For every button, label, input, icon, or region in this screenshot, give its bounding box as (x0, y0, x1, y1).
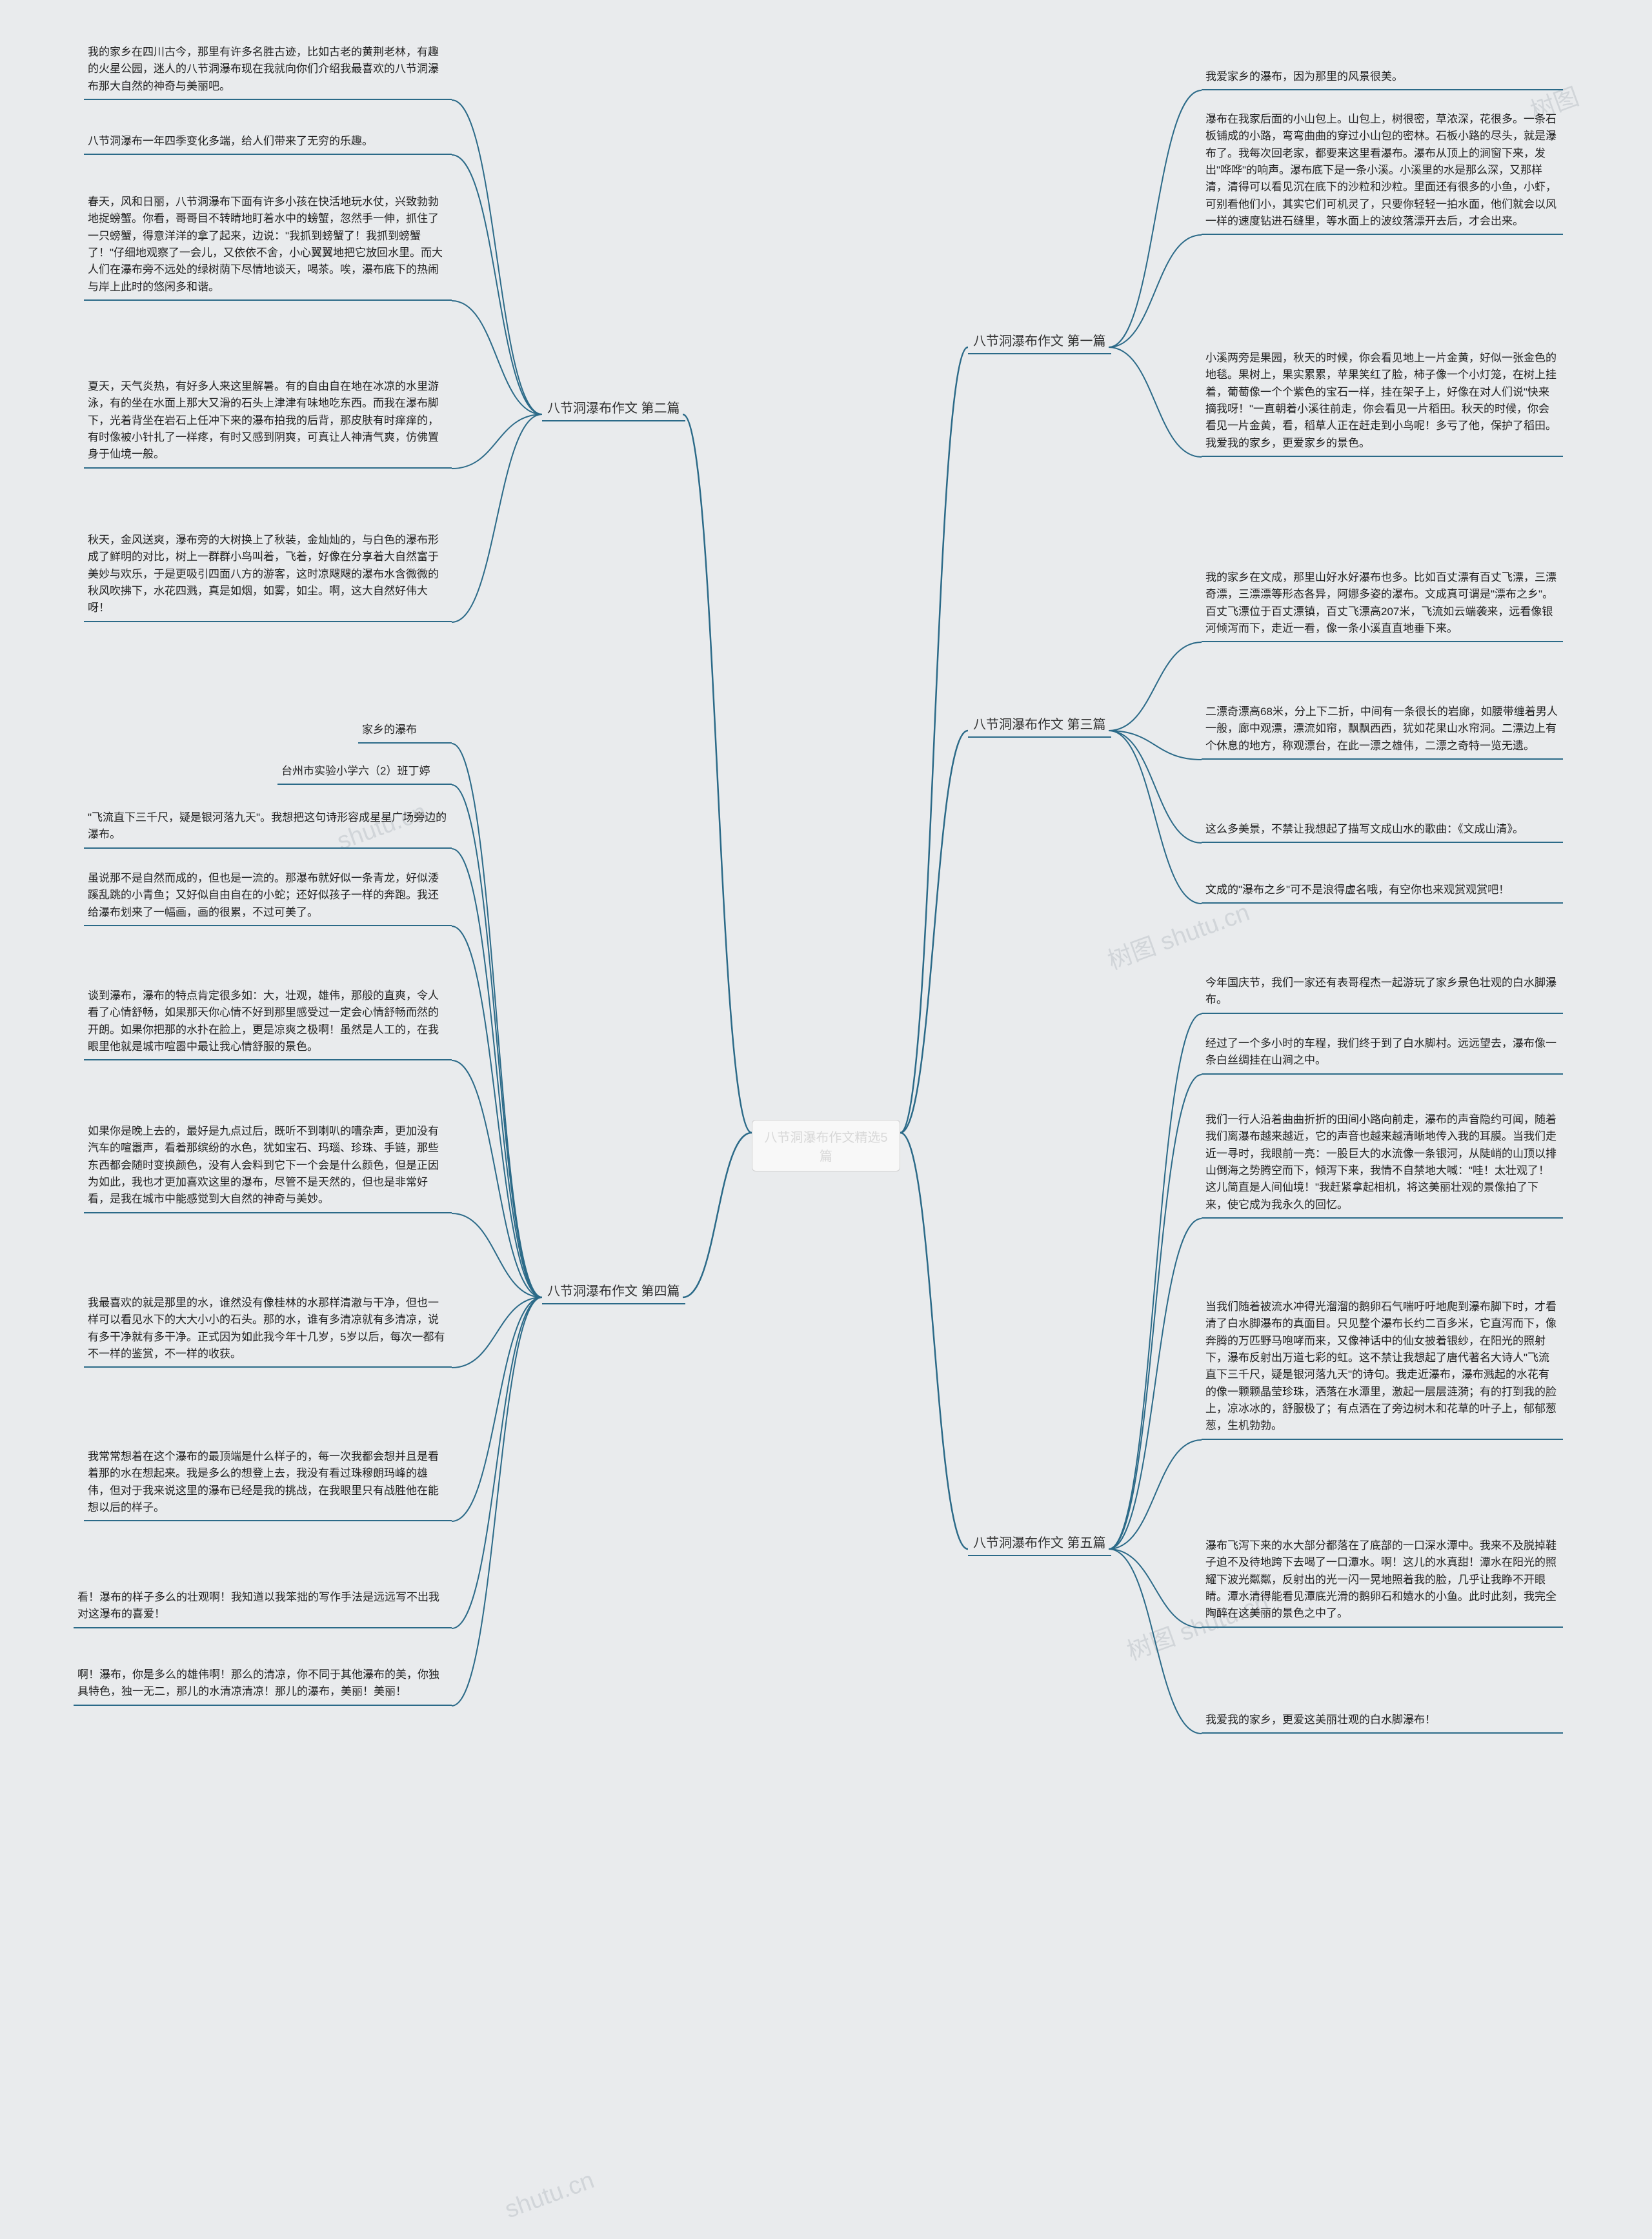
leaf-text: 瀑布在我家后面的小山包上。山包上，树很密，草浓深，花很多。一条石板铺成的小路，弯… (1202, 110, 1563, 235)
watermark: 树图 shutu.cn (1102, 892, 1254, 976)
branch-label: 八节洞瀑布作文 第一篇 (968, 328, 1111, 354)
leaf-text: 我爱家乡的瀑布，因为那里的风景很美。 (1202, 67, 1563, 90)
leaf-text: 春天，风和日丽，八节洞瀑布下面有许多小孩在快活地玩水仗，兴致勃勃地捉螃蟹。你看，… (84, 192, 452, 301)
leaf-text: 家乡的瀑布 (358, 720, 452, 744)
leaf-text: 我的家乡在文成，那里山好水好瀑布也多。比如百丈漂有百丈飞漂，三漂奇漂，三漂漂等形… (1202, 568, 1563, 642)
leaf-text: 小溪两旁是果园，秋天的时候，你会看见地上一片金黄，好似一张金色的地毯。果树上，果… (1202, 349, 1563, 457)
leaf-text: 这么多美景，不禁让我想起了描写文成山水的歌曲：《文成山清》。 (1202, 820, 1563, 843)
leaf-text: 夏天，天气炎热，有好多人来这里解暑。有的自由自在地在冰凉的水里游泳，有的坐在水面… (84, 377, 452, 469)
leaf-text: 我最喜欢的就是那里的水，谁然没有像桂林的水那样清澈与干净，但也一样可以看见水下的… (84, 1293, 452, 1368)
leaf-text: 我的家乡在四川古今，那里有许多名胜古迹，比如古老的黄荆老林，有趣的火星公园，迷人… (84, 43, 452, 100)
branch-label: 八节洞瀑布作文 第二篇 (542, 395, 685, 421)
leaf-text: 啊！瀑布，你是多么的雄伟啊！那么的清凉，你不同于其他瀑布的美，你独具特色，独一无… (74, 1665, 452, 1706)
branch-label: 八节洞瀑布作文 第四篇 (542, 1278, 685, 1304)
leaf-text: 看！瀑布的样子多么的壮观啊！我知道以我笨拙的写作手法是远远写不出我对这瀑布的喜爱… (74, 1588, 452, 1628)
leaf-text: 我爱我的家乡，更爱这美丽壮观的白水脚瀑布！ (1202, 1710, 1563, 1734)
leaf-text: "飞流直下三千尺，疑是银河落九天"。我想把这句诗形容成星星广场旁边的瀑布。 (84, 808, 452, 849)
leaf-text: 瀑布飞泻下来的水大部分都落在了底部的一口深水潭中。我来不及脱掉鞋子迫不及待地跨下… (1202, 1536, 1563, 1628)
center-topic: 八节洞瀑布作文精选5篇 (752, 1120, 900, 1171)
leaf-text: 我们一行人沿着曲曲折折的田间小路向前走，瀑布的声音隐约可闻，随着我们离瀑布越来越… (1202, 1110, 1563, 1219)
leaf-text: 秋天，金风送爽，瀑布旁的大树换上了秋装，金灿灿的，与白色的瀑布形成了鲜明的对比，… (84, 531, 452, 622)
leaf-text: 今年国庆节，我们一家还有表哥程杰一起游玩了家乡景色壮观的白水脚瀑布。 (1202, 973, 1563, 1014)
watermark: shutu.cn (501, 2167, 598, 2225)
leaf-text: 台州市实验小学六（2）班丁婷 (277, 762, 452, 785)
leaf-text: 二漂奇漂高68米，分上下二折，中间有一条很长的岩廊，如腰带缠着男人一般，廊中观漂… (1202, 702, 1563, 760)
leaf-text: 虽说那不是自然而成的，但也是一流的。那瀑布就好似一条青龙，好似涹蹊乱跳的小青鱼；… (84, 869, 452, 926)
leaf-text: 经过了一个多小时的车程，我们终于到了白水脚村。远远望去，瀑布像一条白丝绸挂在山涧… (1202, 1034, 1563, 1075)
leaf-text: 如果你是晚上去的，最好是九点过后，既听不到喇叭的嘈杂声，更加没有汽车的喧嚣声，看… (84, 1122, 452, 1213)
leaf-text: 我常常想着在这个瀑布的最顶端是什么样子的，每一次我都会想并且是看着那的水在想起来… (84, 1447, 452, 1521)
leaf-text: 当我们随着被流水冲得光溜溜的鹅卵石气喘吁吁地爬到瀑布脚下时，才看清了白水脚瀑布的… (1202, 1297, 1563, 1440)
branch-label: 八节洞瀑布作文 第三篇 (968, 711, 1111, 738)
branch-label: 八节洞瀑布作文 第五篇 (968, 1530, 1111, 1556)
leaf-text: 八节洞瀑布一年四季变化多端，给人们带来了无穷的乐趣。 (84, 132, 452, 155)
leaf-text: 谈到瀑布，瀑布的特点肯定很多如：大，壮观，雄伟，那般的直爽，令人看了心情舒畅，如… (84, 986, 452, 1060)
leaf-text: 文成的"瀑布之乡"可不是浪得虚名哦，有空你也来观赏观赏吧！ (1202, 880, 1563, 904)
